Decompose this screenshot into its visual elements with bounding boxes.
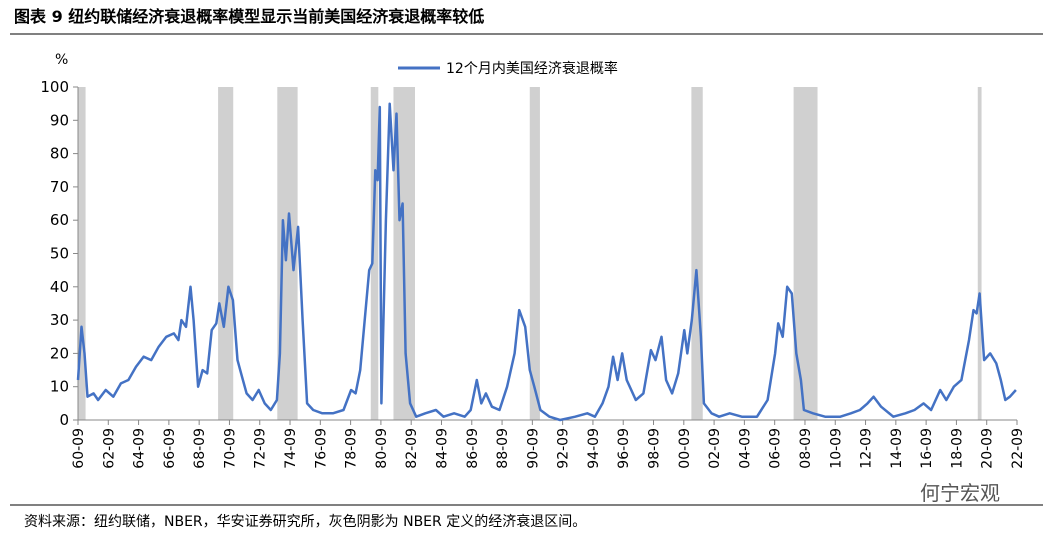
x-tick-label: 62-09 [101, 428, 117, 469]
x-tick-label: 22-09 [1010, 428, 1026, 469]
x-tick-label: 90-09 [525, 428, 541, 469]
recession-band [218, 87, 234, 420]
y-tick-label: 40 [50, 278, 69, 296]
x-tick-label: 74-09 [283, 428, 299, 469]
x-tick-label: 16-09 [919, 428, 935, 469]
x-tick-label: 92-09 [556, 428, 572, 469]
recession-band [529, 87, 540, 420]
recession-band [793, 87, 818, 420]
x-tick-label: 98-09 [647, 428, 663, 469]
x-tick-label: 86-09 [465, 428, 481, 469]
y-tick-label: 50 [50, 245, 69, 263]
y-tick-label: 100 [40, 78, 69, 96]
x-tick-label: 02-09 [707, 428, 723, 469]
x-tick-label: 88-09 [495, 428, 511, 469]
y-tick-label: 90 [50, 111, 69, 129]
watermark: 何宁宏观 [920, 481, 1000, 505]
y-tick-label: 10 [50, 378, 69, 396]
chart-title: 图表 9 纽约联储经济衰退概率模型显示当前美国经济衰退概率较低 [14, 7, 484, 26]
y-tick-label: 0 [59, 411, 69, 429]
legend-label: 12个月内美国经济衰退概率 [446, 60, 618, 77]
x-tick-label: 14-09 [889, 428, 905, 469]
x-tick-label: 84-09 [434, 428, 450, 469]
x-tick-label: 10-09 [828, 428, 844, 469]
recession-band [78, 87, 86, 420]
x-tick-label: 76-09 [313, 428, 329, 469]
x-tick-label: 60-09 [71, 428, 87, 469]
x-tick-label: 18-09 [949, 428, 965, 469]
x-tick-label: 08-09 [798, 428, 814, 469]
recession-band [977, 87, 982, 420]
series-line [76, 102, 1017, 422]
x-tick-label: 80-09 [374, 428, 390, 469]
x-tick-label: 66-09 [162, 428, 178, 469]
x-tick-label: 68-09 [192, 428, 208, 469]
x-tick-label: 64-09 [132, 428, 148, 469]
y-tick-label: 20 [50, 344, 69, 362]
recession-band [370, 87, 379, 420]
x-tick-label: 04-09 [737, 428, 753, 469]
x-tick-label: 00-09 [677, 428, 693, 469]
x-tick-label: 06-09 [768, 428, 784, 469]
y-tick-label: 80 [50, 145, 69, 163]
recession-band [691, 87, 703, 420]
x-tick-label: 20-09 [980, 428, 996, 469]
y-tick-label: 60 [50, 211, 69, 229]
x-tick-label: 72-09 [253, 428, 269, 469]
x-tick-label: 12-09 [859, 428, 875, 469]
x-tick-label: 82-09 [404, 428, 420, 469]
x-tick-label: 96-09 [616, 428, 632, 469]
y-unit: % [55, 52, 68, 68]
x-tick-label: 78-09 [344, 428, 360, 469]
x-tick-label: 94-09 [586, 428, 602, 469]
y-tick-label: 30 [50, 311, 69, 329]
y-tick-label: 70 [50, 178, 69, 196]
x-tick-label: 70-09 [222, 428, 238, 469]
source: 资料来源：纽约联储，NBER，华安证券研究所，灰色阴影为 NBER 定义的经济衰… [24, 513, 586, 530]
